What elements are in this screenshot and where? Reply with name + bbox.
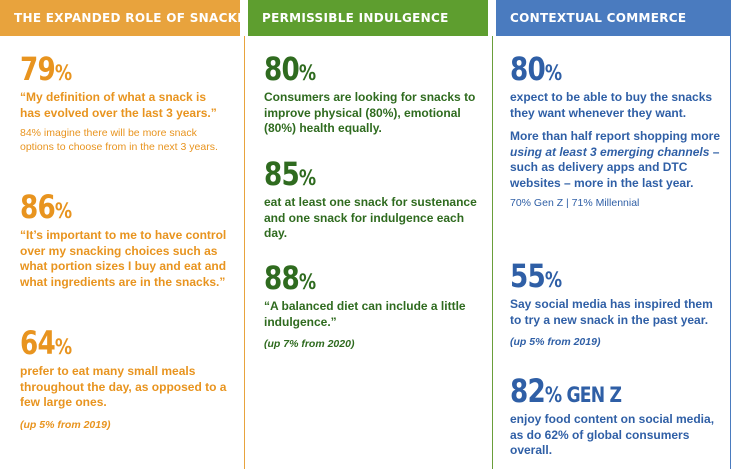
column-header: CONTEXTUAL COMMERCE — [496, 0, 731, 36]
stat-value: 80% — [264, 50, 316, 88]
stat-text: eat at least one snack for sustenance an… — [264, 195, 477, 240]
column-divider — [244, 36, 245, 469]
stat-text: expect to be able to buy the snacks they… — [510, 90, 713, 120]
stat-block: 82% GEN Z enjoy food content on social m… — [510, 374, 721, 459]
stat-value: 79% — [20, 50, 72, 88]
stat-block: 85% eat at least one snack for sustenanc… — [264, 157, 478, 242]
stat-block: 55% Say social media has inspired them t… — [510, 259, 721, 349]
stat-value: 86% — [20, 188, 72, 226]
stat-block: 79% “My definition of what a snack is ha… — [20, 52, 230, 154]
stat-block: 88% “A balanced diet can include a littl… — [264, 261, 478, 351]
stat-value: 80% — [510, 50, 562, 88]
column-expanded-role: THE EXPANDED ROLE OF SNACKING 79% “My de… — [0, 0, 240, 469]
stat-text: Say social media has inspired them to tr… — [510, 297, 713, 327]
column-contextual-commerce: CONTEXTUAL COMMERCE 80% expect to be abl… — [496, 0, 731, 469]
stat-text: “It’s important to me to have control ov… — [20, 228, 227, 289]
stat-trend: (up 5% from 2019) — [20, 418, 111, 431]
stat-block: 64% prefer to eat many small meals throu… — [20, 326, 230, 432]
stat-block: 86% “It’s important to me to have contro… — [20, 190, 230, 290]
stat-block: 80% expect to be able to buy the snacks … — [510, 52, 721, 210]
stat-value: 55% — [510, 257, 562, 295]
stat-text: prefer to eat many small meals throughou… — [20, 364, 227, 409]
column-header: THE EXPANDED ROLE OF SNACKING — [0, 0, 240, 36]
stat-trend: (up 7% from 2020) — [264, 338, 355, 350]
column-header: PERMISSIBLE INDULGENCE — [248, 0, 488, 36]
stat-text: enjoy food content on social media, as d… — [510, 412, 715, 457]
stat-text: Consumers are looking for snacks to impr… — [264, 90, 476, 135]
stat-value: 64% — [20, 324, 72, 362]
stat-trend: (up 5% from 2019) — [510, 336, 601, 348]
stat-value: 82% GEN Z — [510, 372, 622, 410]
stat-note: 70% Gen Z | 71% Millennial — [510, 197, 640, 209]
column-divider — [492, 36, 493, 469]
stat-value: 88% — [264, 259, 316, 297]
stat-text-secondary: More than half report shopping more usin… — [510, 129, 721, 190]
stat-note: 84% imagine there will be more snack opt… — [20, 127, 218, 153]
stat-value: 85% — [264, 155, 316, 193]
stat-block: 80% Consumers are looking for snacks to … — [264, 52, 478, 137]
column-permissible-indulgence: PERMISSIBLE INDULGENCE 80% Consumers are… — [248, 0, 488, 469]
stat-text: “My definition of what a snack is has ev… — [20, 90, 217, 120]
stat-text: “A balanced diet can include a little in… — [264, 299, 466, 329]
